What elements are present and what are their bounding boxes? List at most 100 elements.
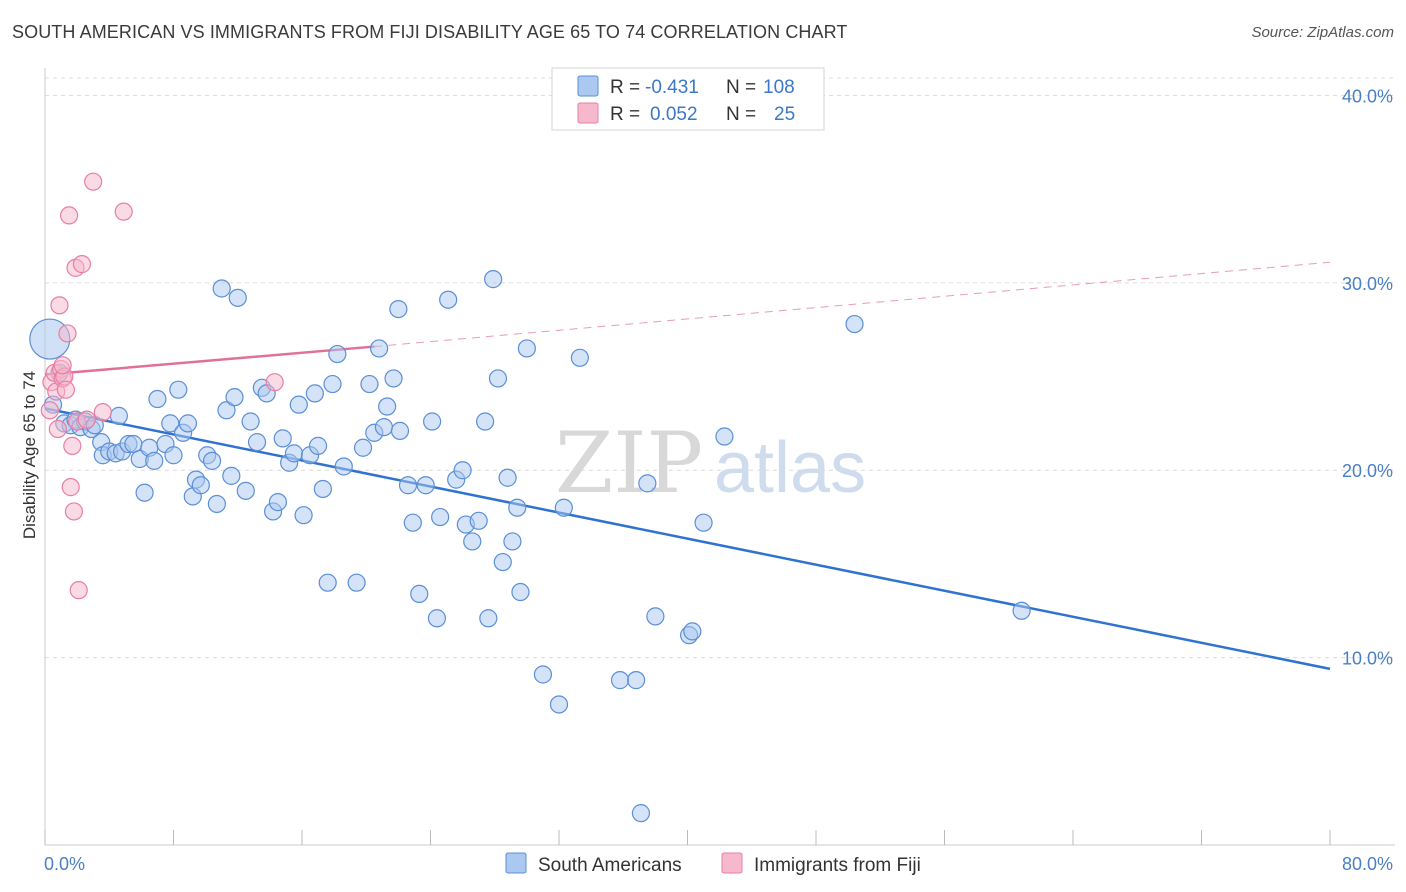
pink-point-4: [48, 419, 67, 439]
pink-point-10: [58, 324, 77, 343]
pink-point-13: [63, 436, 82, 455]
blue-point-65: [374, 418, 394, 437]
blue-point-97: [610, 671, 630, 690]
blue-point-33: [202, 451, 222, 470]
blue-point-49: [284, 444, 304, 463]
trendline-2: [374, 261, 1331, 348]
blue-point-68: [390, 421, 410, 440]
blue-point-41: [241, 412, 260, 431]
pink-point-23: [53, 356, 72, 375]
blue-point-102: [683, 622, 702, 641]
blue-point-98: [626, 671, 646, 690]
pink-point-11: [59, 206, 79, 225]
blue-point-93: [533, 665, 553, 684]
blue-point-89: [503, 532, 522, 551]
blue-point-87: [493, 552, 512, 572]
pink-point-5: [50, 296, 69, 315]
x-tick-label-max: 80.0%: [1342, 854, 1393, 874]
blue-point-35: [212, 279, 231, 298]
blue-point-107: [1012, 601, 1031, 620]
pink-point-18: [72, 255, 92, 274]
blue-point-77: [439, 290, 458, 309]
pink-point-22: [114, 202, 133, 221]
y-tick-labels: 10.0% 20.0% 30.0% 40.0%: [1342, 86, 1393, 668]
y-tick-label-0: 10.0%: [1342, 649, 1393, 669]
blue-point-69: [389, 299, 408, 319]
blue-point-40: [236, 481, 255, 500]
blue-point-62: [360, 374, 379, 394]
blue-point-96: [570, 348, 589, 367]
blue-point-55: [313, 479, 332, 499]
watermark-zip: ZIP: [555, 414, 703, 512]
blue-point-50: [289, 395, 308, 414]
axes: [44, 68, 1395, 846]
bottom-legend-swatch-blue: [505, 852, 527, 874]
blue-point-94: [549, 695, 569, 714]
blue-point-22: [148, 389, 167, 409]
top-legend: R = -0.431 N = 108 R = 0.052 N = 25: [551, 67, 825, 131]
pink-point-14: [64, 502, 84, 521]
blue-point-39: [228, 288, 247, 307]
blue-point-74: [423, 412, 442, 431]
blue-point-59: [334, 457, 353, 476]
trendlines: [44, 261, 1331, 671]
blue-point-56: [318, 573, 337, 592]
pink-point-19: [77, 410, 96, 429]
blue-point-91: [511, 582, 530, 602]
blue-point-64: [370, 339, 389, 358]
blue-point-53: [305, 384, 324, 403]
blue-point-66: [378, 397, 397, 416]
pink-point-24: [265, 373, 284, 392]
bottom-legend-swatch-pink: [721, 852, 743, 874]
blue-point-37: [222, 466, 241, 485]
pink-point-17: [69, 581, 88, 600]
x-tick-label-min: 0.0%: [44, 854, 85, 874]
blue-point-46: [268, 492, 288, 512]
series-immigrants-from-fiji: [40, 172, 284, 600]
blue-point-42: [247, 433, 267, 452]
watermark: ZIP atlas: [555, 414, 866, 512]
blue-point-19: [135, 483, 154, 502]
blue-point-92: [517, 339, 536, 358]
pink-point-20: [84, 172, 103, 191]
blue-point-84: [479, 609, 498, 628]
x-tick-labels: 0.0% 80.0%: [44, 854, 1393, 874]
blue-point-81: [463, 532, 482, 551]
blue-point-106: [845, 314, 864, 334]
blue-point-25: [164, 446, 183, 465]
blue-point-75: [427, 609, 447, 628]
blue-point-85: [484, 270, 503, 289]
blue-point-67: [384, 369, 403, 388]
source-label: Source: ZipAtlas.com: [1251, 24, 1394, 41]
series-south-americans: [29, 270, 1031, 823]
blue-point-57: [323, 374, 342, 394]
legend-n-label-blue: N =: [726, 77, 756, 98]
legend-r-label-pink: R =: [610, 104, 640, 125]
pink-point-9: [56, 380, 75, 399]
blue-point-58: [328, 344, 347, 364]
blue-point-100: [646, 607, 665, 626]
pink-point-21: [93, 403, 112, 422]
blue-point-47: [273, 429, 292, 448]
blue-point-99: [638, 474, 657, 493]
y-tick-label-3: 40.0%: [1342, 86, 1393, 106]
blue-point-36: [217, 401, 236, 420]
blue-point-79: [453, 461, 472, 480]
blue-point-105: [631, 804, 651, 823]
legend-n-value-blue: 108: [763, 77, 795, 98]
blue-point-21: [145, 451, 164, 470]
bottom-legend: South Americans Immigrants from Fiji: [505, 852, 921, 876]
legend-n-label-pink: N =: [726, 104, 756, 125]
legend-swatch-pink: [577, 102, 599, 124]
blue-point-38: [225, 388, 244, 407]
blue-point-71: [403, 513, 422, 532]
blue-point-72: [410, 584, 429, 604]
blue-point-51: [294, 506, 313, 525]
blue-point-14: [109, 406, 128, 425]
blue-point-104: [715, 427, 734, 446]
pink-point-0: [40, 401, 59, 420]
blue-point-73: [416, 476, 435, 495]
bottom-legend-label-blue: South Americans: [538, 855, 682, 876]
bottom-legend-label-pink: Immigrants from Fiji: [754, 855, 921, 876]
blue-point-54: [308, 436, 328, 455]
